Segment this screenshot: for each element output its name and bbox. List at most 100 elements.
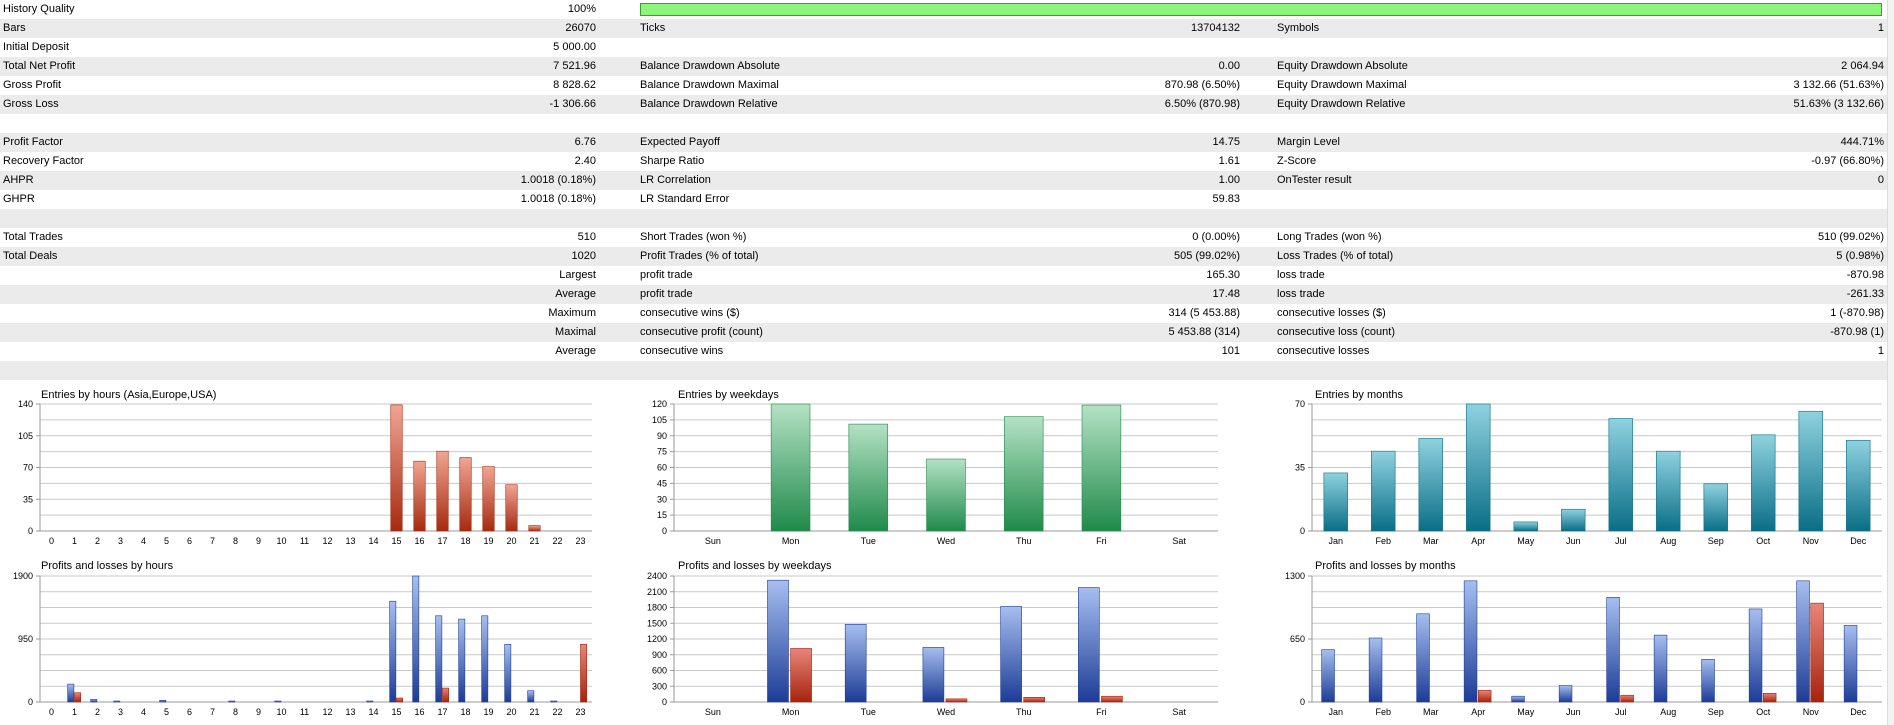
stat-row: Maximal consecutive profit (count) 5 453.8… (0, 323, 1888, 342)
pl-weekdays-title: Profits and losses by weekdays (678, 560, 832, 572)
stat-label: consecutive wins (640, 345, 724, 357)
stat-value: 51.63% (3 132.66) (1793, 98, 1884, 110)
x-tick-label: Nov (1803, 536, 1820, 546)
vertical-scrollbar[interactable] (1887, 0, 1894, 725)
x-tick-label: Jul (1615, 536, 1627, 546)
stat-label: Initial Deposit (3, 41, 70, 53)
pl-weekdays-chart: Profits and losses by weekdays 0 300 600 900… (647, 560, 1218, 717)
stat-label: Balance Drawdown Absolute (640, 60, 781, 72)
pl-hours-bar (550, 700, 558, 703)
pl-months-bar (1477, 690, 1492, 703)
stat-value: 0.00 (1218, 60, 1240, 72)
stat-row: Total Net Profit 7 521.96 Balance Drawdown… (0, 57, 1888, 76)
stat-value: 59.83 (1212, 193, 1240, 205)
x-tick-label: 6 (187, 536, 192, 546)
entries-months-bar (1323, 472, 1348, 532)
stat-value: 1.00 (1218, 174, 1240, 186)
y-tick-label: 140 (18, 399, 33, 409)
x-tick-label: Dec (1850, 707, 1867, 717)
pl-weekdays-bar (844, 623, 867, 703)
x-tick-label: Jul (1615, 707, 1627, 717)
x-tick-label: 12 (322, 536, 332, 546)
pl-hours-bar (396, 697, 404, 703)
x-tick-label: Mar (1423, 536, 1439, 546)
y-tick-label: 90 (657, 431, 667, 441)
stat-value: 1 (1877, 22, 1884, 34)
entries-months-bar (1798, 410, 1823, 532)
stat-label: Symbols (1277, 22, 1320, 34)
pl-hours-bar (67, 683, 75, 703)
stat-value: 510 (577, 231, 596, 243)
entries-weekdays-bar (926, 458, 966, 532)
stat-label: Gross Loss (3, 98, 59, 110)
entries-hours-bar (505, 484, 518, 532)
y-tick-label: 0 (1300, 697, 1305, 707)
stat-row: Gross Loss -1 306.66 Balance Drawdown Rela… (0, 95, 1888, 114)
stat-value: 1020 (571, 250, 596, 262)
x-tick-label: Oct (1756, 536, 1771, 546)
entries-months-bar (1703, 483, 1728, 532)
pl-hours-bar (366, 700, 374, 703)
pl-hours-bar (527, 690, 535, 703)
x-tick-label: 2 (95, 536, 100, 546)
y-tick-label: 900 (652, 650, 667, 660)
x-tick-label: Mar (1423, 707, 1439, 717)
entries-weekdays-title: Entries by weekdays (678, 389, 779, 401)
stat-label: Total Net Profit (3, 60, 76, 72)
entries-hours-bar (482, 466, 495, 532)
y-tick-label: 15 (657, 510, 667, 520)
pl-hours-bar (74, 692, 82, 703)
stat-label: Expected Payoff (640, 136, 720, 148)
entries-hours-bar (459, 457, 472, 532)
x-tick-label: 18 (460, 536, 470, 546)
pl-months-bar (1620, 694, 1634, 703)
stat-value: 1 (1877, 345, 1884, 357)
x-tick-label: 16 (414, 536, 424, 546)
pl-hours-bar (435, 615, 443, 703)
x-tick-label: Thu (1016, 536, 1032, 546)
pl-hours-bar (159, 700, 167, 703)
stat-row: Total Trades 510 Short Trades (won %) 0 (0.… (0, 228, 1888, 247)
x-tick-label: Oct (1756, 707, 1771, 717)
stat-label: consecutive profit (count) (640, 326, 763, 338)
x-tick-label: 14 (368, 536, 378, 546)
x-tick-label: 15 (391, 536, 401, 546)
stat-row: GHPR 1.0018 (0.18%) LR Standard Error 59.83 (0, 190, 1888, 209)
stat-label: Equity Drawdown Relative (1277, 98, 1406, 110)
x-tick-label: 5 (164, 707, 169, 717)
entries-hours-bar (528, 525, 541, 532)
pl-weekdays-bar (945, 698, 968, 703)
y-tick-label: 70 (1295, 399, 1305, 409)
statistics-table: History Quality 100% Bars 26070 Ticks 13704… (0, 3, 1888, 380)
x-tick-label: Sat (1172, 707, 1186, 717)
x-tick-label: Wed (937, 536, 955, 546)
stat-row: Total Deals 1020 Profit Trades (% of total… (0, 247, 1888, 266)
stat-label: Total Deals (3, 250, 58, 262)
pl-months-bar (1701, 659, 1715, 703)
stat-label: Equity Drawdown Absolute (1277, 60, 1408, 72)
y-tick-label: 70 (23, 463, 33, 473)
x-tick-label: Wed (937, 707, 955, 717)
entries-months-bar (1608, 418, 1633, 532)
y-tick-label: 1800 (647, 603, 667, 613)
stat-row: Recovery Factor 2.40 Sharpe Ratio 1.61 Z-Sco… (0, 152, 1888, 171)
pl-weekdays-bar (922, 647, 945, 703)
stat-label: GHPR (3, 193, 35, 205)
stat-value: 870.98 (6.50%) (1164, 79, 1240, 91)
x-tick-label: 10 (276, 536, 286, 546)
x-tick-label: 2 (95, 707, 100, 717)
stat-row: Profit Factor 6.76 Expected Payoff 14.75 Mar… (0, 133, 1888, 152)
x-tick-label: 9 (256, 536, 261, 546)
stat-value: 1.61 (1218, 155, 1240, 167)
pl-weekdays-bar (1000, 606, 1022, 703)
y-tick-label: 35 (23, 494, 33, 504)
stat-value: 1.0018 (0.18%) (520, 193, 596, 205)
x-tick-label: Sun (705, 536, 721, 546)
pl-hours-bar (113, 700, 121, 703)
y-tick-label: 0 (28, 526, 33, 536)
y-tick-label: 1300 (1285, 571, 1305, 581)
x-tick-label: 5 (164, 536, 169, 546)
stat-value: Average (555, 345, 596, 357)
x-tick-label: Mon (782, 707, 800, 717)
